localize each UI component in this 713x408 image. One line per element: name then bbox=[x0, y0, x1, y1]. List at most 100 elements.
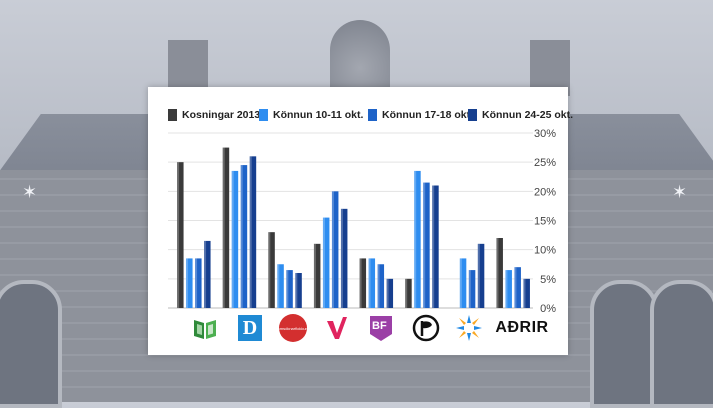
bar-highlight bbox=[523, 278, 526, 308]
bar-highlight bbox=[240, 165, 243, 308]
legend: Kosningar 2013 Könnun 10-11 okt. Könnun … bbox=[162, 107, 573, 123]
bar bbox=[496, 238, 503, 308]
bar-highlight bbox=[186, 258, 189, 308]
legend-label: Könnun 10-11 okt. bbox=[273, 109, 364, 121]
legend-swatch bbox=[168, 109, 177, 121]
bar-highlight bbox=[268, 232, 271, 308]
y-tick-label: 0% bbox=[540, 303, 556, 315]
bar-highlight bbox=[340, 208, 343, 308]
legend-item: Könnun 17-18 okt. bbox=[368, 107, 473, 123]
y-tick-label: 25% bbox=[534, 157, 556, 169]
bar-highlight bbox=[204, 240, 207, 308]
d-logo-icon: D bbox=[235, 313, 265, 343]
bar-highlight bbox=[405, 278, 408, 308]
star-icon: ✶ bbox=[22, 182, 38, 202]
bar bbox=[322, 217, 330, 308]
window-left bbox=[0, 280, 62, 408]
party-logo-row: D Framsóknarflokkurinn BF bbox=[148, 313, 568, 349]
legend-swatch bbox=[259, 109, 268, 121]
y-tick-label: 30% bbox=[534, 128, 556, 140]
legend-label: Könnun 24-25 okt. bbox=[482, 109, 574, 121]
bar bbox=[505, 270, 512, 308]
bar-highlight bbox=[222, 147, 225, 308]
bar bbox=[405, 278, 412, 308]
bar-highlight bbox=[423, 182, 426, 308]
bar bbox=[268, 232, 275, 308]
tower bbox=[330, 20, 390, 100]
pirate-flag-icon bbox=[411, 313, 441, 343]
bar bbox=[423, 182, 430, 308]
bar bbox=[313, 243, 321, 308]
window-far-right bbox=[650, 280, 713, 408]
bar bbox=[277, 264, 284, 308]
bar bbox=[414, 170, 421, 308]
bar-highlight bbox=[377, 264, 380, 308]
chimney-left bbox=[168, 40, 208, 96]
bar bbox=[368, 258, 376, 308]
bar-highlight bbox=[368, 258, 371, 308]
bar-highlight bbox=[459, 258, 462, 308]
bar-highlight bbox=[477, 243, 480, 308]
sun-logo-icon bbox=[454, 313, 484, 343]
bar-highlight bbox=[277, 264, 280, 308]
bar bbox=[468, 270, 476, 308]
bar bbox=[249, 156, 257, 308]
bar-plot: 0% 5% 10% 15% 20% 25% 30% bbox=[168, 128, 556, 315]
bar-highlight bbox=[414, 170, 417, 308]
bar bbox=[286, 270, 293, 308]
bar-highlight bbox=[195, 258, 198, 308]
chart-card: Kosningar 2013 Könnun 10-11 okt. Könnun … bbox=[148, 87, 573, 355]
y-tick-label: 10% bbox=[534, 245, 556, 257]
bar bbox=[231, 170, 239, 308]
bar bbox=[359, 258, 367, 308]
y-tick-label: 20% bbox=[534, 186, 556, 198]
v-logo-icon bbox=[322, 313, 352, 343]
bar bbox=[514, 267, 521, 308]
bar bbox=[222, 147, 230, 308]
bar-highlight bbox=[468, 270, 471, 308]
legend-swatch bbox=[368, 109, 377, 121]
bar bbox=[477, 243, 485, 308]
bar-highlight bbox=[295, 273, 298, 308]
bar-highlight bbox=[514, 267, 517, 308]
bar-highlight bbox=[231, 170, 234, 308]
legend-label: Könnun 17-18 okt. bbox=[382, 109, 474, 121]
y-tick-label: 5% bbox=[540, 274, 556, 286]
bar-highlight bbox=[313, 243, 316, 308]
bar bbox=[377, 264, 385, 308]
bar-highlight bbox=[322, 217, 325, 308]
adrir-text: AÐRIR bbox=[495, 313, 549, 343]
adrir-label: AÐRIR bbox=[495, 319, 549, 336]
red-circle-logo-icon: Framsóknarflokkurinn bbox=[278, 313, 308, 343]
star-icon: ✶ bbox=[672, 182, 688, 202]
bar bbox=[295, 273, 302, 308]
bar bbox=[340, 208, 348, 308]
bar bbox=[186, 258, 193, 308]
d-logo-text: D bbox=[238, 315, 262, 341]
bar bbox=[240, 165, 248, 308]
bar-highlight bbox=[331, 191, 334, 308]
chimney-right bbox=[530, 40, 570, 96]
bar bbox=[432, 185, 439, 308]
bar-highlight bbox=[386, 278, 389, 308]
bf-logo-icon: BF bbox=[366, 313, 396, 343]
legend-label: Kosningar 2013 bbox=[182, 109, 261, 121]
bar-highlight bbox=[432, 185, 435, 308]
bar-highlight bbox=[177, 162, 180, 308]
window-right bbox=[590, 280, 658, 408]
bar bbox=[331, 191, 339, 308]
green-book-icon bbox=[190, 313, 220, 343]
bar bbox=[523, 278, 530, 308]
bar bbox=[204, 240, 211, 308]
bar-highlight bbox=[249, 156, 252, 308]
bar-highlight bbox=[359, 258, 362, 308]
bf-logo-text: BF bbox=[372, 320, 387, 332]
legend-item: Kosningar 2013 bbox=[168, 107, 260, 123]
legend-item: Könnun 24-25 okt. bbox=[468, 107, 573, 123]
bar-highlight bbox=[496, 238, 499, 308]
y-tick-label: 15% bbox=[534, 216, 556, 228]
bar-highlight bbox=[505, 270, 508, 308]
bar bbox=[459, 258, 467, 308]
bar bbox=[386, 278, 394, 308]
framsokn-logo-text: Framsóknarflokkurinn bbox=[279, 314, 307, 342]
